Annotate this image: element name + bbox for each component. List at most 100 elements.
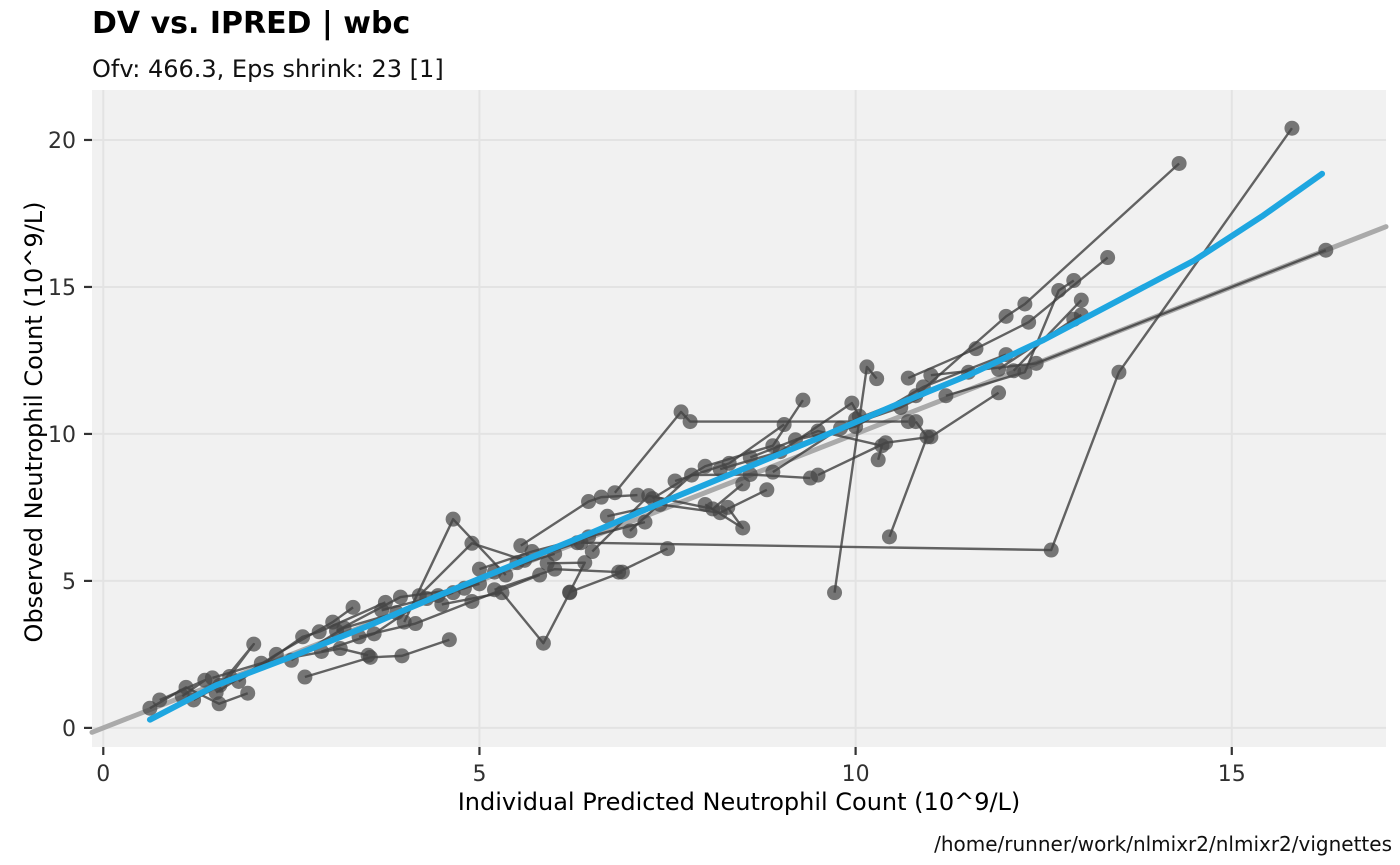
data-point	[776, 417, 792, 433]
data-point	[345, 599, 361, 615]
data-point	[844, 395, 860, 411]
y-axis-label: Observed Neutrophil Count (10^9/L)	[20, 201, 48, 643]
data-point	[434, 596, 450, 612]
data-point	[581, 494, 597, 510]
data-point	[513, 538, 529, 554]
data-point	[486, 582, 502, 598]
plot-caption: /home/runner/work/nlmixr2/nlmixr2/vignet…	[934, 832, 1392, 856]
data-point	[1171, 155, 1187, 171]
data-point	[539, 555, 555, 571]
data-point	[332, 641, 348, 657]
data-point	[859, 359, 875, 375]
data-point	[204, 670, 220, 686]
subject-line	[494, 547, 669, 591]
data-point	[622, 523, 638, 539]
y-tick-label: 20	[48, 129, 76, 154]
data-point	[311, 624, 327, 640]
y-tick-label: 10	[48, 423, 76, 448]
page-subtitle: Ofv: 466.3, Eps shrink: 23 [1]	[92, 55, 444, 83]
data-point	[637, 514, 653, 530]
data-point	[464, 535, 480, 551]
data-point	[900, 414, 916, 430]
data-point	[577, 555, 593, 571]
data-point	[142, 700, 158, 716]
data-point	[968, 341, 984, 357]
data-point	[720, 499, 736, 515]
data-point	[682, 414, 698, 430]
data-point	[629, 487, 645, 503]
x-tick-label: 15	[1218, 762, 1246, 787]
data-point	[742, 449, 758, 465]
data-point	[759, 482, 775, 498]
subject-line	[304, 638, 450, 679]
data-point	[532, 567, 548, 583]
x-tick-label: 5	[472, 762, 486, 787]
data-point	[1284, 120, 1300, 136]
data-point	[240, 685, 256, 701]
data-point	[593, 489, 609, 505]
data-point	[881, 529, 897, 545]
data-point	[878, 435, 894, 451]
data-point	[152, 692, 168, 708]
data-point	[562, 584, 578, 600]
data-point	[991, 385, 1007, 401]
data-point	[673, 404, 689, 420]
data-point	[684, 467, 700, 483]
x-tick-label: 0	[96, 762, 110, 787]
x-tick-label: 10	[842, 762, 870, 787]
data-point	[471, 561, 487, 577]
data-point	[998, 308, 1014, 324]
data-point	[1111, 364, 1127, 380]
data-point	[535, 635, 551, 651]
data-point	[923, 367, 939, 383]
data-point	[660, 541, 676, 557]
data-point	[464, 593, 480, 609]
subject-line	[547, 561, 623, 594]
subject-line	[591, 482, 744, 553]
y-tick-label: 0	[62, 717, 76, 742]
data-point	[667, 473, 683, 489]
subject-line	[907, 256, 1109, 380]
y-tick-label: 15	[48, 276, 76, 301]
data-point	[870, 452, 886, 468]
data-point	[938, 388, 954, 404]
data-point	[297, 669, 313, 685]
data-point	[246, 636, 262, 652]
data-point	[614, 564, 630, 580]
data-point	[712, 461, 728, 477]
data-point	[810, 467, 826, 483]
data-point	[1100, 250, 1116, 266]
data-point	[374, 602, 390, 618]
data-point	[445, 511, 461, 527]
data-point	[366, 626, 382, 642]
y-tick-label: 5	[62, 570, 76, 595]
data-point	[735, 520, 751, 536]
data-point	[1028, 355, 1044, 371]
data-point	[827, 585, 843, 601]
data-point	[1051, 282, 1067, 298]
data-point	[923, 429, 939, 445]
data-point	[765, 464, 781, 480]
data-point	[362, 649, 378, 665]
data-point	[869, 371, 885, 387]
data-point	[697, 496, 713, 512]
data-point	[795, 392, 811, 408]
data-point	[599, 508, 615, 524]
smooth-line	[146, 170, 1326, 723]
subject-line	[945, 279, 1075, 397]
x-axis-label: Individual Predicted Neutrophil Count (1…	[457, 788, 1021, 816]
data-point	[1073, 292, 1089, 308]
data-point	[584, 544, 600, 560]
data-point	[1318, 242, 1334, 258]
subject-line	[817, 391, 1000, 477]
subject-line	[607, 488, 768, 518]
data-point	[1017, 364, 1033, 380]
data-point	[1043, 542, 1059, 558]
page-title: DV vs. IPRED | wbc	[92, 6, 411, 41]
data-point	[295, 629, 311, 645]
data-point	[697, 458, 713, 474]
data-point	[441, 632, 457, 648]
data-point	[1021, 314, 1037, 330]
data-point	[394, 648, 410, 664]
